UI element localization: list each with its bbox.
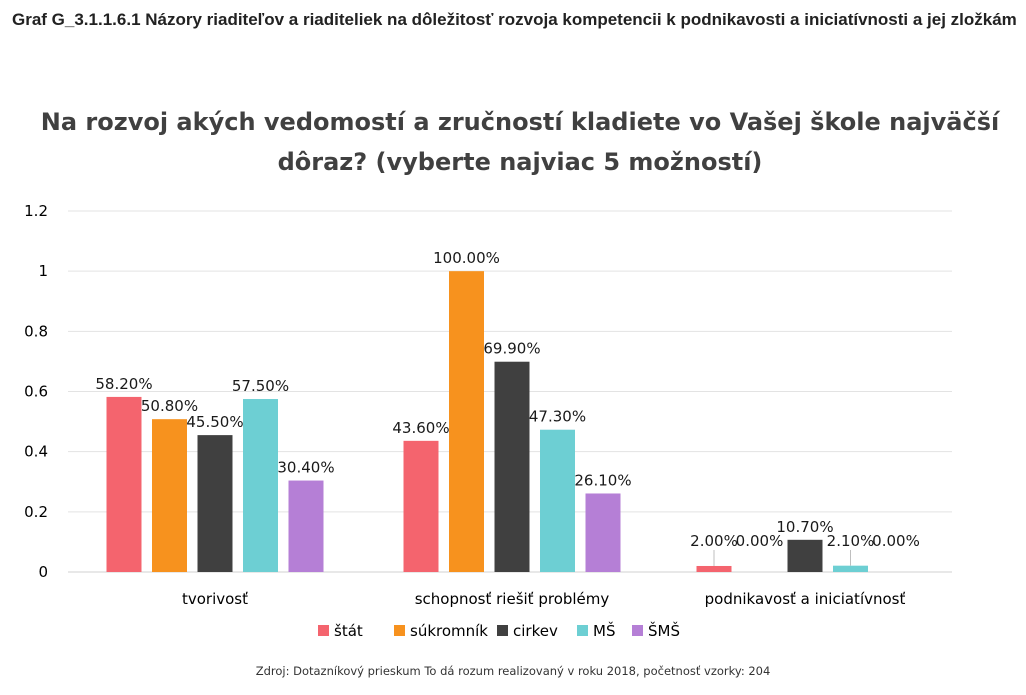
y-tick-label: 1 bbox=[38, 262, 48, 280]
legend-label: súkromník bbox=[410, 622, 488, 640]
data-label: 57.50% bbox=[232, 377, 289, 395]
y-axis: 0 0.2 0.4 0.6 0.8 1 1.2 bbox=[24, 202, 48, 581]
data-label: 69.90% bbox=[483, 340, 540, 358]
data-label: 2.00% bbox=[690, 532, 738, 550]
bar-1-0 bbox=[403, 440, 439, 572]
data-label: 47.30% bbox=[529, 408, 586, 426]
bar-0-2 bbox=[197, 435, 233, 572]
bar-2-2 bbox=[787, 539, 823, 572]
bar-2-3 bbox=[833, 565, 868, 572]
data-label: 30.40% bbox=[277, 459, 334, 477]
bar-0-4 bbox=[288, 480, 324, 572]
legend-swatch bbox=[497, 625, 508, 636]
data-label: 45.50% bbox=[186, 413, 243, 431]
source-note: Zdroj: Dotazníkový prieskum To dá rozum … bbox=[255, 664, 771, 678]
x-category-label: schopnosť riešiť problémy bbox=[415, 590, 610, 608]
bar-0-1 bbox=[152, 419, 187, 572]
y-tick-label: 1.2 bbox=[24, 202, 48, 220]
data-label: 26.10% bbox=[574, 471, 631, 489]
legend-label: MŠ bbox=[593, 621, 615, 640]
bar-1-1 bbox=[449, 271, 484, 572]
x-category-label: tvorivosť bbox=[182, 590, 248, 608]
data-label: 0.00% bbox=[736, 532, 784, 550]
legend-label: ŠMŠ bbox=[648, 621, 680, 640]
bar-1-2 bbox=[494, 361, 530, 572]
bars bbox=[106, 271, 868, 572]
data-labels: 58.20% 50.80%45.50% 57.50% 30.40% 43.60% 100.… bbox=[95, 249, 920, 566]
figure-caption: Graf G_3.1.1.6.1 Názory riaditeľov a ria… bbox=[12, 10, 1017, 29]
data-label: 0.00% bbox=[872, 532, 920, 550]
bar-chart: Na rozvoj akých vedomostí a zručností kl… bbox=[24, 108, 1001, 640]
bar-1-4 bbox=[585, 493, 621, 572]
bar-0-3 bbox=[243, 399, 278, 572]
data-label: 50.80% bbox=[141, 397, 198, 415]
x-category-label: podnikavosť a iniciatívnosť bbox=[705, 590, 906, 608]
legend-label: cirkev bbox=[513, 622, 558, 640]
bar-1-3 bbox=[540, 429, 575, 572]
y-tick-label: 0.2 bbox=[24, 503, 48, 521]
legend-swatch bbox=[577, 625, 588, 636]
x-axis: tvorivosť schopnosť riešiť problémy podnik… bbox=[182, 590, 906, 608]
bar-2-0 bbox=[696, 565, 732, 572]
legend-label: štát bbox=[334, 622, 363, 640]
y-tick-label: 0.4 bbox=[24, 443, 48, 461]
legend-swatch bbox=[318, 625, 329, 636]
data-label: 10.70% bbox=[776, 518, 833, 536]
data-label: 100.00% bbox=[433, 249, 500, 267]
y-tick-label: 0.6 bbox=[24, 383, 48, 401]
data-label: 58.20% bbox=[95, 375, 152, 393]
legend: štát súkromník cirkev MŠ ŠMŠ bbox=[318, 621, 680, 640]
legend-swatch bbox=[394, 625, 405, 636]
bar-0-0 bbox=[106, 396, 142, 572]
legend-swatch bbox=[632, 625, 643, 636]
data-label: 43.60% bbox=[392, 419, 449, 437]
data-label: 2.10% bbox=[827, 532, 875, 550]
y-tick-label: 0 bbox=[38, 563, 48, 581]
y-tick-label: 0.8 bbox=[24, 322, 48, 340]
chart-title-line-2: dôraz? (vyberte najviac 5 možností) bbox=[278, 148, 763, 176]
chart-title-line-1: Na rozvoj akých vedomostí a zručností kl… bbox=[41, 108, 1001, 136]
